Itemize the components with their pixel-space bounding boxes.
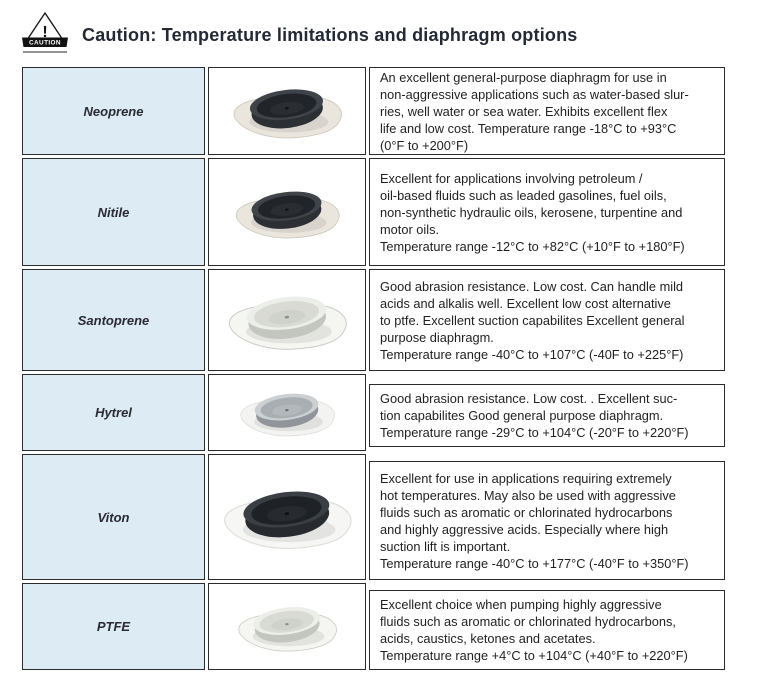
material-name-cell-ptfe: PTFE [22, 583, 205, 670]
description-text: Excellent choice when pumping highly agg… [380, 597, 688, 663]
diaphragm-image-ptfe [208, 583, 366, 670]
material-name-cell-santoprene: Santoprene [22, 269, 205, 371]
description-cell-nitile: Excellent for applications involving pet… [369, 158, 725, 266]
description-text: Good abrasion resistance. Low cost. . Ex… [380, 391, 689, 440]
description-text: Excellent for applications involving pet… [380, 170, 685, 254]
material-name-label: Neoprene [83, 103, 144, 119]
material-name-label: Hytrel [95, 405, 132, 420]
diaphragm-options-table: Neoprene An excellent general-purpose di… [22, 67, 725, 670]
material-name-cell-viton: Viton [22, 454, 205, 580]
description-text: Good abrasion resistance. Low cost. Can … [380, 278, 685, 362]
description-cell-santoprene: Good abrasion resistance. Low cost. Can … [369, 269, 725, 371]
description-text: An excellent general-purpose diaphragm f… [380, 69, 689, 153]
page-title: Caution: Temperature limitations and dia… [82, 24, 578, 45]
material-name-label: Viton [97, 509, 130, 525]
material-name-cell-neoprene: Neoprene [22, 67, 205, 155]
description-text: Excellent for use in applications requir… [380, 470, 689, 571]
caution-label: CAUTION [29, 40, 61, 47]
material-name-cell-nitile: Nitile [22, 158, 205, 266]
diaphragm-image-hytrel [208, 374, 366, 451]
description-cell-neoprene: An excellent general-purpose diaphragm f… [369, 67, 725, 155]
diaphragm-illustration [233, 89, 342, 139]
diaphragm-image-neoprene [208, 67, 366, 155]
diaphragm-illustration [238, 607, 337, 652]
description-cell-ptfe: Excellent choice when pumping highly agg… [369, 590, 725, 670]
diaphragm-illustration [224, 491, 352, 549]
diaphragm-image-nitile [208, 158, 366, 266]
page-header: ! CAUTION Caution: Temperature limitatio… [0, 0, 757, 58]
material-name-cell-hytrel: Hytrel [22, 374, 205, 451]
material-name-label: Nitile [97, 204, 130, 220]
diaphragm-illustration [240, 393, 335, 437]
description-cell-hytrel: Good abrasion resistance. Low cost. . Ex… [369, 384, 725, 447]
caution-exclamation: ! [42, 24, 47, 41]
material-name-label: PTFE [96, 619, 131, 634]
material-name-label: Santoprene [77, 312, 150, 328]
diaphragm-illustration [235, 191, 340, 239]
diaphragm-image-santoprene [208, 269, 366, 371]
description-cell-viton: Excellent for use in applications requir… [369, 461, 725, 580]
diaphragm-image-viton [208, 454, 366, 580]
caution-icon: ! CAUTION [22, 12, 68, 53]
diaphragm-illustration [228, 296, 347, 350]
